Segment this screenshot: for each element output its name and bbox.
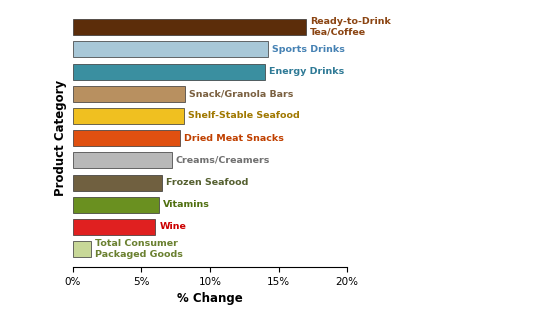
Bar xyxy=(73,86,185,102)
Bar xyxy=(73,130,180,146)
Bar xyxy=(73,175,162,191)
Text: Wine: Wine xyxy=(159,222,186,231)
Bar xyxy=(73,19,306,35)
Text: Dried Meat Snacks: Dried Meat Snacks xyxy=(184,134,284,143)
Bar xyxy=(73,108,184,124)
Text: Sports Drinks: Sports Drinks xyxy=(272,45,344,54)
Text: Shelf-Stable Seafood: Shelf-Stable Seafood xyxy=(188,111,300,121)
Bar xyxy=(73,241,91,257)
Text: Frozen Seafood: Frozen Seafood xyxy=(166,178,249,187)
Text: Energy Drinks: Energy Drinks xyxy=(269,67,344,76)
Y-axis label: Product Category: Product Category xyxy=(54,80,67,196)
Text: Ready-to-Drink
Tea/Coffee: Ready-to-Drink Tea/Coffee xyxy=(310,18,391,37)
Bar xyxy=(73,41,268,57)
Bar xyxy=(73,197,159,213)
Text: Snack/Granola Bars: Snack/Granola Bars xyxy=(189,89,294,98)
X-axis label: % Change: % Change xyxy=(177,292,243,305)
Text: Total Consumer
Packaged Goods: Total Consumer Packaged Goods xyxy=(95,240,183,259)
Bar xyxy=(73,63,265,79)
Text: Creams/Creamers: Creams/Creamers xyxy=(176,156,270,165)
Bar xyxy=(73,219,155,235)
Bar xyxy=(73,152,171,168)
Text: Vitamins: Vitamins xyxy=(164,200,210,209)
